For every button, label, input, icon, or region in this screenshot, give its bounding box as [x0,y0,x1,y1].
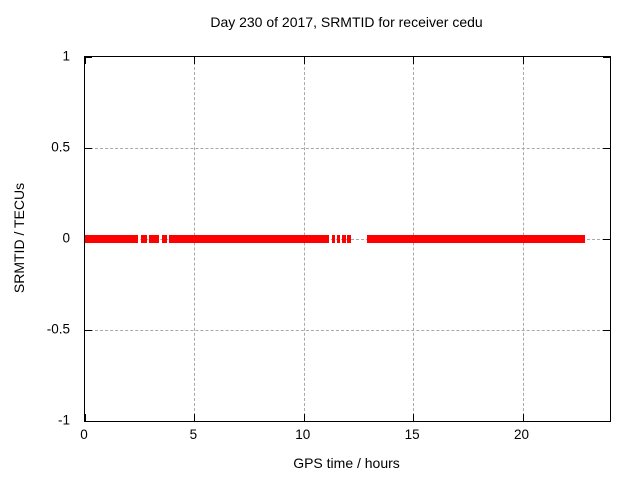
x-tick-mark [303,57,305,64]
x-tick-mark [413,57,415,64]
x-axis-label: GPS time / hours [293,455,400,471]
data-segment [331,235,336,243]
chart-title: Day 230 of 2017, SRMTID for receiver ced… [210,14,483,30]
x-tick-mark [522,414,524,421]
x-tick-mark [413,414,415,421]
data-segment [366,235,586,243]
data-segment [149,235,159,243]
y-tick-mark [603,148,610,149]
y-gridline [85,148,610,149]
x-tick-mark [85,57,86,64]
y-tick-mark [603,57,610,58]
x-tick-mark [194,57,196,64]
x-tick-label: 0 [80,427,88,442]
y-tick-mark [603,239,610,240]
x-tick-mark [303,414,305,421]
x-tick-label: 10 [295,427,311,442]
x-tick-label: 15 [404,427,420,442]
data-segment [162,235,168,243]
data-segment [337,235,341,243]
data-segment [347,235,351,243]
y-tick-mark [85,148,92,149]
x-tick-label: 20 [513,427,530,442]
y-tick-label: -1 [57,412,70,428]
data-segment [85,235,138,243]
y-gridline [85,330,610,331]
y-tick-mark [603,330,610,331]
y-tick-label: 0 [62,230,70,246]
y-tick-mark [85,57,92,58]
plot-area [84,56,611,422]
data-segment [342,235,346,243]
y-tick-mark [603,421,610,422]
y-tick-label: 0.5 [51,139,70,155]
x-tick-mark [85,414,86,421]
x-tick-mark [194,414,196,421]
data-segment [169,235,329,243]
y-tick-label: -0.5 [46,321,70,337]
x-tick-mark [522,57,524,64]
data-segment [141,235,147,243]
y-tick-label: 1 [62,48,70,64]
y-tick-mark [85,421,92,422]
y-tick-mark [85,330,92,331]
x-tick-label: 5 [189,427,198,442]
